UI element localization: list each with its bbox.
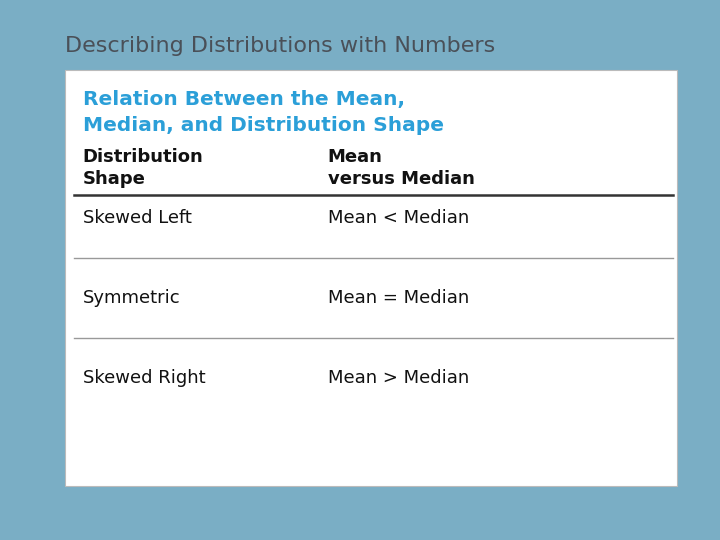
FancyBboxPatch shape: [65, 70, 677, 486]
Text: Mean < Median: Mean < Median: [328, 209, 469, 227]
Text: Distribution: Distribution: [83, 147, 204, 166]
Text: Median, and Distribution Shape: Median, and Distribution Shape: [83, 116, 444, 135]
Text: Skewed Left: Skewed Left: [83, 209, 192, 227]
Text: Symmetric: Symmetric: [83, 289, 181, 307]
Text: versus Median: versus Median: [328, 170, 474, 188]
Text: Mean = Median: Mean = Median: [328, 289, 469, 307]
Text: Shape: Shape: [83, 170, 145, 188]
Text: Relation Between the Mean,: Relation Between the Mean,: [83, 90, 405, 110]
Text: Skewed Right: Skewed Right: [83, 369, 205, 387]
Text: Mean > Median: Mean > Median: [328, 369, 469, 387]
Text: Mean: Mean: [328, 147, 382, 166]
Text: Describing Distributions with Numbers: Describing Distributions with Numbers: [65, 36, 495, 56]
